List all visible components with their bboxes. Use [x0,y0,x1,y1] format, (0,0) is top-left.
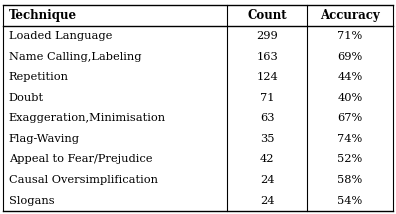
Text: 40%: 40% [337,93,363,103]
Text: 24: 24 [260,196,274,205]
Text: Appeal to Fear/Prejudice: Appeal to Fear/Prejudice [9,155,152,164]
Text: Loaded Language: Loaded Language [9,31,112,41]
Text: 63: 63 [260,113,274,123]
Text: Slogans: Slogans [9,196,54,205]
Text: 52%: 52% [337,155,363,164]
Text: 24: 24 [260,175,274,185]
Text: 44%: 44% [337,72,363,82]
Text: 71%: 71% [337,31,363,41]
Text: Causal Oversimplification: Causal Oversimplification [9,175,158,185]
Text: Exaggeration,Minimisation: Exaggeration,Minimisation [9,113,166,123]
Text: 67%: 67% [337,113,363,123]
Text: Flag-Waving: Flag-Waving [9,134,80,144]
Text: 124: 124 [256,72,278,82]
Text: 58%: 58% [337,175,363,185]
Text: 35: 35 [260,134,274,144]
Text: 163: 163 [256,52,278,62]
Text: Technique: Technique [9,9,77,22]
Text: Count: Count [248,9,287,22]
Text: 71: 71 [260,93,274,103]
Text: 299: 299 [256,31,278,41]
Text: Doubt: Doubt [9,93,44,103]
Text: Accuracy: Accuracy [320,9,380,22]
Text: Name Calling,Labeling: Name Calling,Labeling [9,52,141,62]
Text: 54%: 54% [337,196,363,205]
Text: 42: 42 [260,155,274,164]
Text: 74%: 74% [337,134,363,144]
Text: 69%: 69% [337,52,363,62]
Text: Repetition: Repetition [9,72,69,82]
